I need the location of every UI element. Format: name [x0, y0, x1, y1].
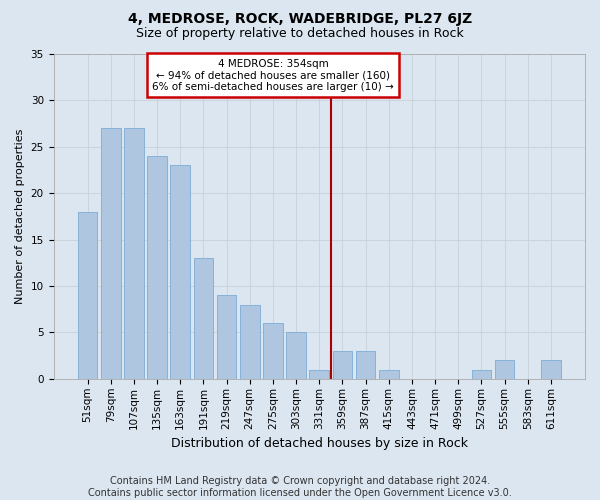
- Text: Size of property relative to detached houses in Rock: Size of property relative to detached ho…: [136, 28, 464, 40]
- Bar: [170, 166, 190, 379]
- Bar: [472, 370, 491, 379]
- Bar: [286, 332, 306, 379]
- Bar: [77, 212, 97, 379]
- Bar: [495, 360, 514, 379]
- Bar: [124, 128, 144, 379]
- Bar: [217, 296, 236, 379]
- Bar: [194, 258, 213, 379]
- Bar: [332, 351, 352, 379]
- Text: Contains HM Land Registry data © Crown copyright and database right 2024.
Contai: Contains HM Land Registry data © Crown c…: [88, 476, 512, 498]
- Text: 4 MEDROSE: 354sqm
← 94% of detached houses are smaller (160)
6% of semi-detached: 4 MEDROSE: 354sqm ← 94% of detached hous…: [152, 58, 394, 92]
- Bar: [263, 323, 283, 379]
- Bar: [310, 370, 329, 379]
- Bar: [240, 304, 260, 379]
- Y-axis label: Number of detached properties: Number of detached properties: [15, 129, 25, 304]
- Bar: [379, 370, 398, 379]
- Bar: [147, 156, 167, 379]
- Bar: [356, 351, 376, 379]
- Bar: [101, 128, 121, 379]
- Text: 4, MEDROSE, ROCK, WADEBRIDGE, PL27 6JZ: 4, MEDROSE, ROCK, WADEBRIDGE, PL27 6JZ: [128, 12, 472, 26]
- X-axis label: Distribution of detached houses by size in Rock: Distribution of detached houses by size …: [171, 437, 468, 450]
- Bar: [541, 360, 561, 379]
